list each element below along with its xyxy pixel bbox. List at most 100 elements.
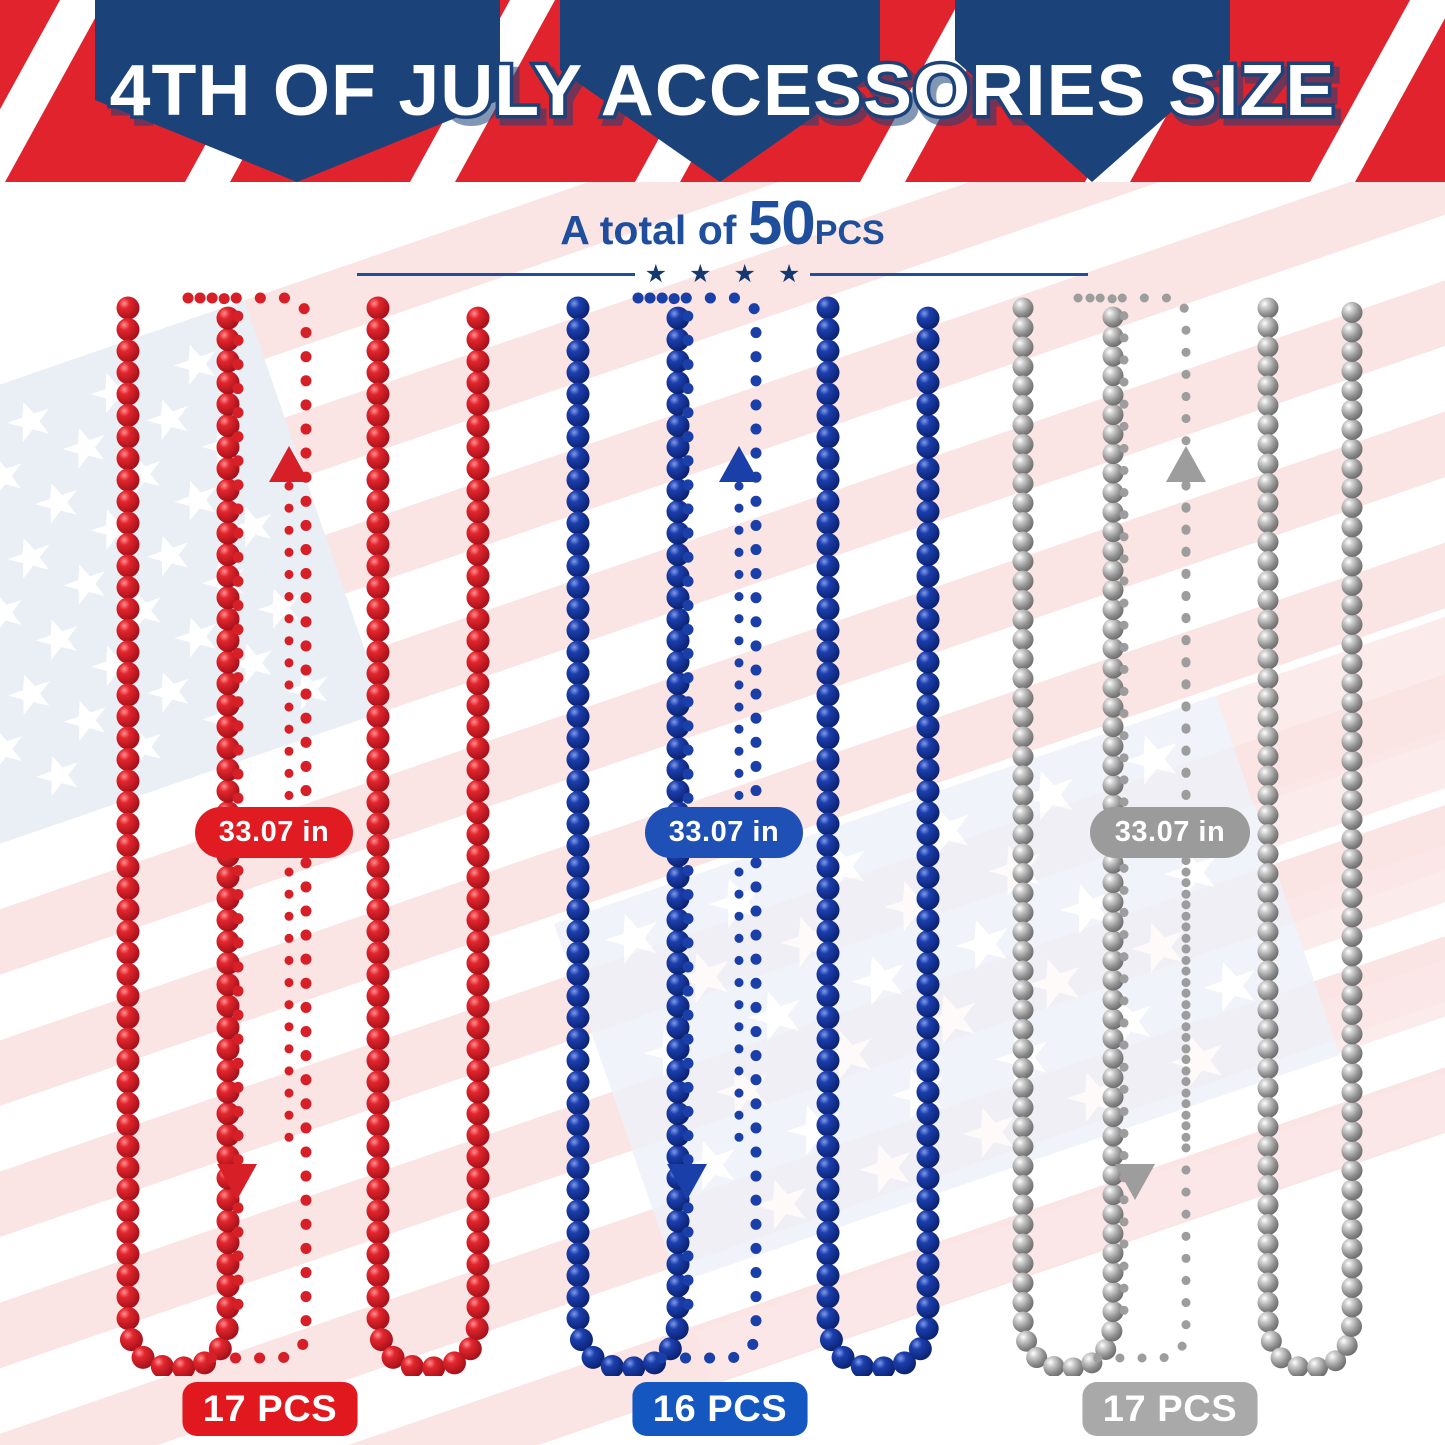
bead [116, 1049, 140, 1072]
bead [466, 414, 490, 438]
bead [666, 1123, 690, 1147]
bead [816, 1135, 840, 1158]
bead [816, 640, 840, 664]
bead [1012, 1194, 1034, 1216]
bead [366, 1006, 390, 1029]
total-number: 50 [747, 189, 816, 258]
bead [366, 791, 390, 814]
bead [1257, 687, 1279, 709]
bead [916, 779, 940, 803]
bead [1257, 882, 1279, 904]
bead [566, 812, 590, 836]
bead [1341, 808, 1363, 830]
bead [366, 662, 390, 685]
bead [1341, 769, 1363, 791]
bead [816, 361, 840, 384]
bead [116, 1178, 140, 1201]
bead [366, 726, 390, 750]
bead [116, 1135, 140, 1158]
bead [1257, 668, 1279, 689]
bead [916, 543, 940, 567]
bead [1102, 1262, 1124, 1284]
bead [816, 1221, 840, 1244]
silver-necklace-solid-2 [1266, 308, 1354, 1370]
bead [366, 296, 390, 320]
bead [831, 1345, 855, 1369]
bead [116, 404, 140, 427]
bead [466, 1059, 490, 1083]
bead [116, 1264, 140, 1287]
bead [816, 1307, 840, 1330]
bead [566, 296, 590, 320]
bead [116, 554, 140, 578]
page-title: 4TH OF JULY ACCESSORIES SIZE [106, 48, 1338, 135]
bead [216, 1231, 240, 1255]
bead [1012, 1175, 1034, 1196]
bead [1257, 843, 1279, 865]
bead [1012, 726, 1034, 748]
bead [366, 920, 390, 943]
bead [1102, 755, 1124, 777]
bead [566, 726, 590, 750]
bead [366, 468, 390, 492]
bead [1102, 1301, 1124, 1323]
bead [216, 521, 240, 545]
bead [466, 1145, 490, 1169]
bead [466, 1123, 490, 1147]
bead [1102, 345, 1124, 367]
bead [816, 447, 840, 470]
bead [215, 1317, 239, 1341]
bead [116, 1006, 140, 1029]
bead [1257, 785, 1279, 806]
bead [1012, 668, 1034, 689]
bead [1257, 375, 1279, 397]
bead [1341, 633, 1363, 655]
red-count-badge: 17 PCS [182, 1382, 358, 1436]
bead [816, 339, 840, 363]
bead [1257, 1077, 1279, 1099]
bead [466, 994, 490, 1018]
bead [916, 1188, 940, 1212]
bead [116, 425, 140, 449]
bead [916, 822, 940, 846]
bead [366, 554, 390, 578]
bead [816, 296, 840, 320]
bead [1012, 1253, 1034, 1274]
bead [466, 586, 490, 610]
bead [1307, 1357, 1329, 1376]
bead [366, 404, 390, 427]
bead [1257, 1272, 1279, 1294]
bead [116, 898, 140, 922]
bead [916, 715, 940, 739]
bead [366, 490, 390, 513]
bead [566, 834, 590, 857]
bead [1012, 1233, 1034, 1255]
bead [116, 490, 140, 513]
bead [666, 328, 690, 352]
bead [1102, 774, 1124, 796]
bead [216, 435, 240, 459]
bead [916, 1102, 940, 1126]
bead [566, 1156, 590, 1180]
bead [566, 898, 590, 922]
bead [1257, 551, 1279, 572]
bead [1012, 804, 1034, 826]
bead [1341, 691, 1363, 713]
bead [816, 1264, 840, 1287]
bead [116, 726, 140, 750]
bead [1257, 746, 1279, 767]
bead [116, 576, 140, 599]
divider-line-left [356, 273, 635, 276]
bead [1257, 1097, 1279, 1118]
bead [916, 1123, 940, 1147]
bead [1012, 687, 1034, 709]
bead [116, 1307, 140, 1330]
bead [916, 736, 940, 760]
bead [1341, 379, 1363, 401]
bead [566, 468, 590, 492]
bead [819, 1328, 843, 1352]
bead [1012, 902, 1034, 923]
bead [1012, 1311, 1034, 1333]
bead [1102, 1203, 1124, 1225]
bead [1257, 570, 1279, 592]
